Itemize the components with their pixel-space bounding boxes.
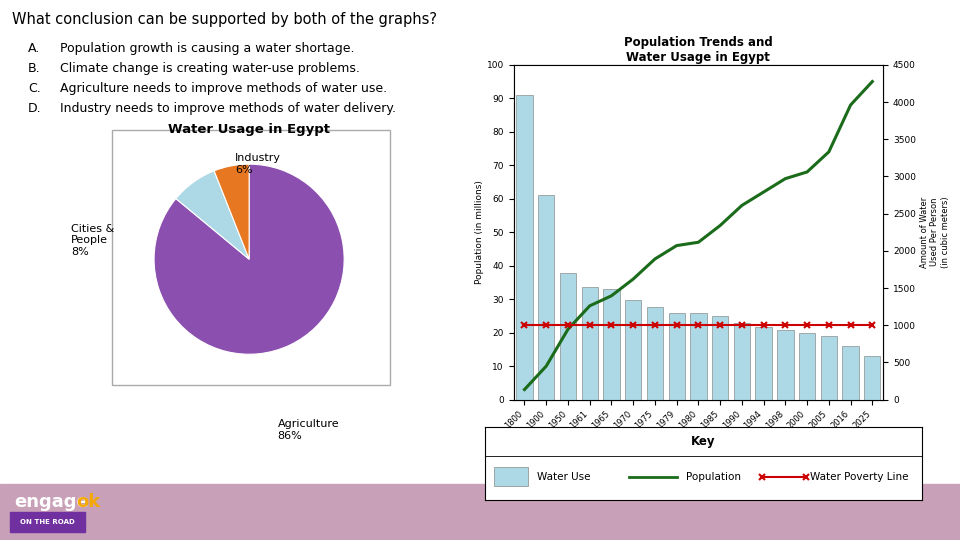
Bar: [647, 307, 663, 400]
Y-axis label: Amount of Water
Used Per Person
(in cubic meters): Amount of Water Used Per Person (in cubi…: [920, 197, 949, 268]
Y-axis label: Population (in millions): Population (in millions): [475, 180, 484, 284]
Text: Industry needs to improve methods of water delivery.: Industry needs to improve methods of wat…: [60, 102, 396, 115]
Bar: [112, 130, 390, 385]
Bar: [0, 484, 960, 540]
FancyBboxPatch shape: [493, 468, 528, 487]
Text: ok: ok: [76, 493, 100, 511]
Bar: [843, 346, 859, 400]
Text: Key: Key: [691, 435, 715, 448]
Bar: [799, 333, 815, 400]
Text: Water Use: Water Use: [538, 472, 590, 482]
Bar: [538, 195, 554, 400]
Bar: [864, 356, 880, 400]
Text: Climate change is creating water-use problems.: Climate change is creating water-use pro…: [60, 62, 360, 75]
Bar: [821, 336, 837, 400]
Text: A.: A.: [28, 42, 40, 55]
Bar: [516, 94, 533, 400]
Text: What conclusion can be supported by both of the graphs?: What conclusion can be supported by both…: [12, 12, 437, 27]
Text: engage: engage: [14, 493, 88, 511]
Bar: [582, 287, 598, 400]
Bar: [668, 313, 684, 400]
Bar: [625, 300, 641, 400]
Bar: [10, 512, 85, 532]
Wedge shape: [214, 164, 250, 259]
Text: Agriculture
86%: Agriculture 86%: [277, 420, 339, 441]
Bar: [756, 327, 772, 400]
Text: ON THE ROAD: ON THE ROAD: [19, 519, 74, 525]
Bar: [712, 316, 729, 400]
Text: Agriculture needs to improve methods of water use.: Agriculture needs to improve methods of …: [60, 82, 387, 95]
Text: Cities &
People
8%: Cities & People 8%: [71, 224, 114, 257]
Text: Water Poverty Line: Water Poverty Line: [810, 472, 909, 482]
Bar: [733, 323, 750, 400]
Bar: [778, 329, 794, 400]
Wedge shape: [155, 164, 344, 354]
Wedge shape: [176, 171, 250, 259]
Text: B.: B.: [28, 62, 40, 75]
Bar: [560, 273, 576, 400]
Text: Population growth is causing a water shortage.: Population growth is causing a water sho…: [60, 42, 354, 55]
Bar: [603, 289, 619, 400]
Text: Industry
6%: Industry 6%: [235, 153, 281, 175]
Title: Population Trends and
Water Usage in Egypt: Population Trends and Water Usage in Egy…: [624, 36, 773, 64]
Text: D.: D.: [28, 102, 41, 115]
Text: C.: C.: [28, 82, 40, 95]
Text: Population: Population: [685, 472, 741, 482]
Bar: [690, 313, 707, 400]
Title: Water Usage in Egypt: Water Usage in Egypt: [168, 124, 330, 137]
X-axis label: Year: Year: [684, 435, 712, 445]
